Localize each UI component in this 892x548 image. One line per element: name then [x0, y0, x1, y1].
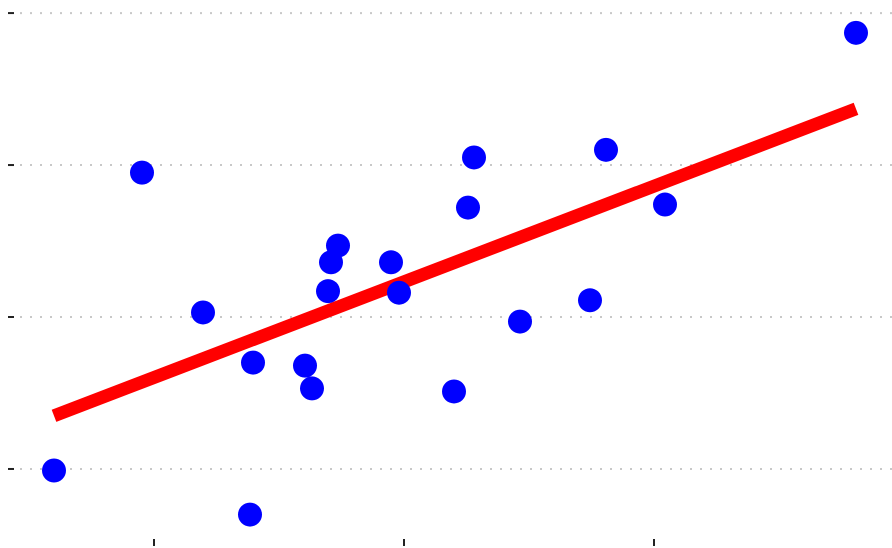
point — [387, 280, 411, 305]
point — [653, 192, 677, 217]
point — [578, 288, 602, 313]
point — [844, 20, 868, 45]
point — [42, 458, 66, 483]
point — [238, 502, 262, 527]
point — [241, 350, 265, 375]
point — [462, 145, 486, 170]
point — [456, 195, 480, 220]
point — [594, 137, 618, 162]
point — [508, 309, 532, 334]
point — [316, 279, 340, 304]
point — [300, 376, 324, 401]
fit-line — [51, 102, 859, 422]
point — [293, 353, 317, 378]
point — [130, 160, 154, 185]
point — [326, 233, 350, 258]
point — [191, 300, 215, 325]
point — [379, 250, 403, 275]
point — [442, 379, 466, 404]
